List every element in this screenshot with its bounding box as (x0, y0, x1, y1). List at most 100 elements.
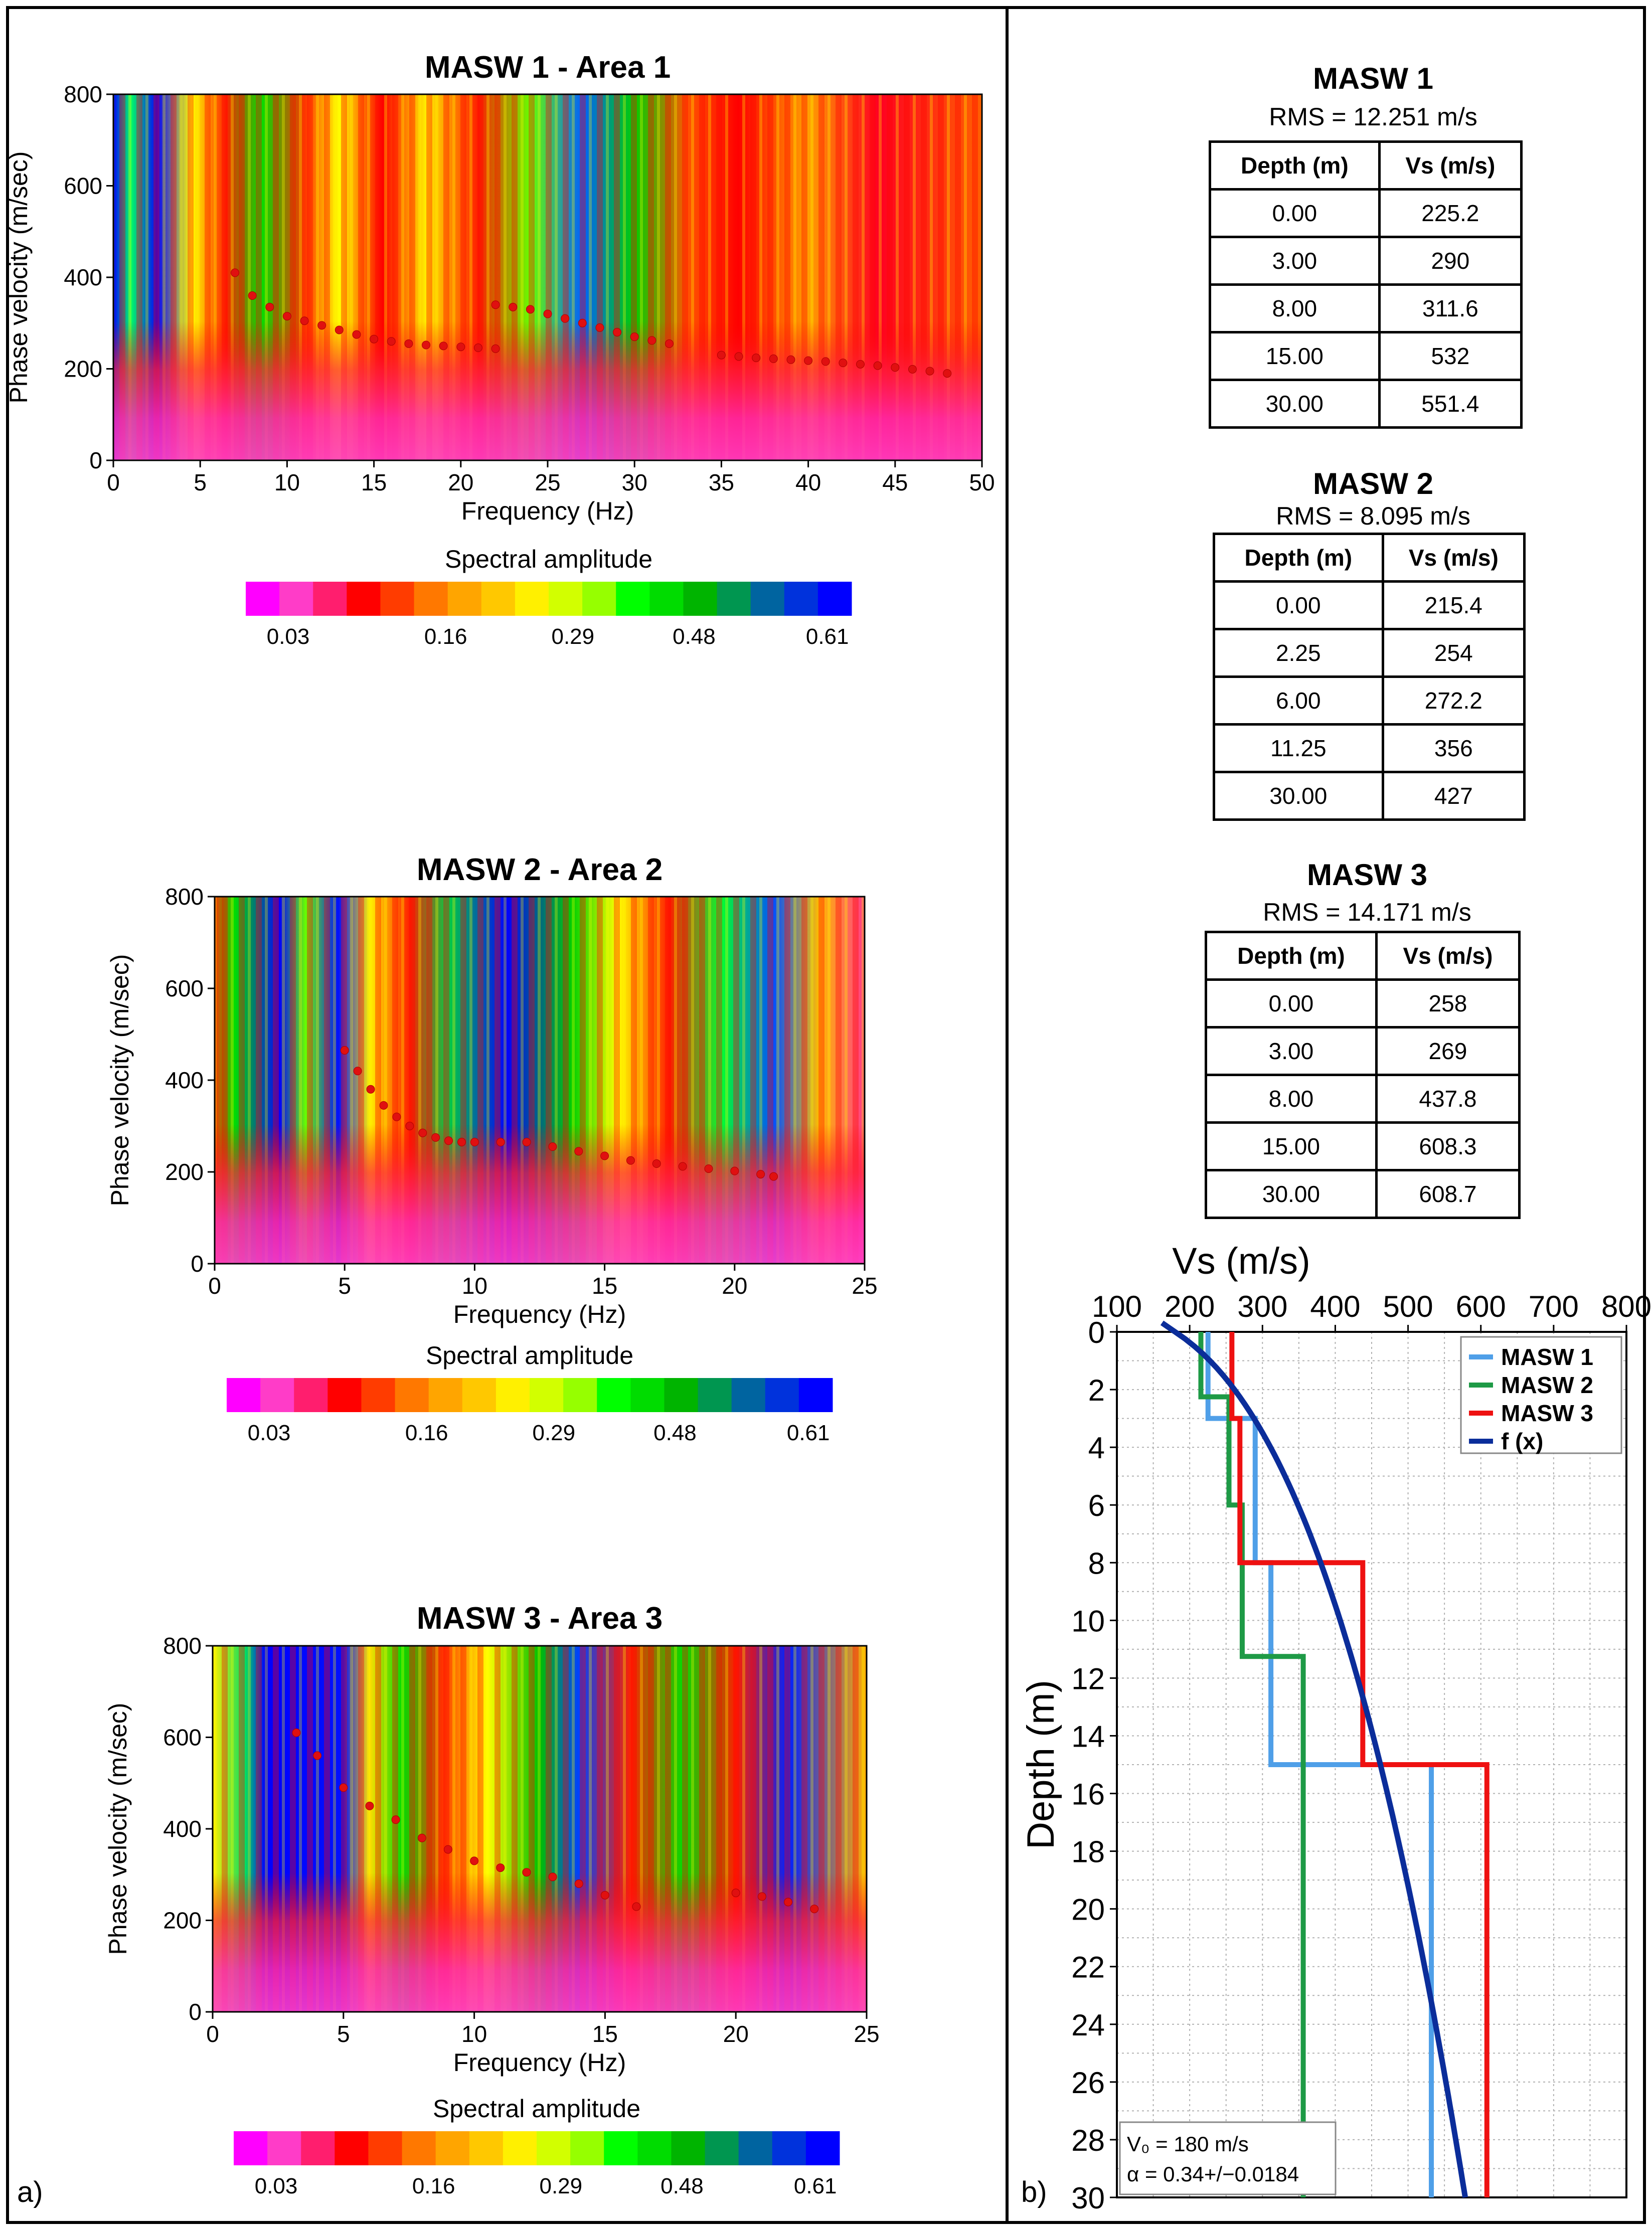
table-1-title: MASW 1 (1313, 62, 1433, 95)
picked-point (548, 1142, 557, 1151)
x-tick-label: 100 (1092, 1290, 1142, 1323)
colorbar-swatch (279, 582, 313, 616)
table-cell: 15.00 (1205, 1121, 1378, 1171)
colorbar-title: Spectral amplitude (426, 1341, 633, 1369)
picked-point (444, 1136, 453, 1145)
x-tick-label: 35 (709, 469, 734, 495)
y-tick-label: 8 (1088, 1547, 1105, 1580)
low-velocity-band (113, 321, 982, 460)
picked-point (652, 1159, 661, 1168)
picked-point (891, 363, 900, 372)
colorbar-swatch (368, 2131, 403, 2165)
colorbar-tick-label: 0.03 (267, 624, 310, 649)
x-tick-label: 500 (1383, 1290, 1433, 1323)
picked-point (379, 1101, 388, 1110)
picked-point (405, 1122, 414, 1130)
table-2-title: MASW 2 (1313, 467, 1433, 500)
figure-frame (6, 6, 1646, 2224)
picked-point (366, 1085, 375, 1094)
table-cell: 6.00 (1213, 675, 1384, 726)
picked-point (392, 1112, 401, 1121)
colorbar-swatch (481, 582, 516, 616)
picked-point (804, 356, 813, 365)
picked-point (457, 1138, 466, 1147)
colorbar-swatch (784, 582, 818, 616)
x-tick-label: 0 (107, 469, 120, 495)
picked-point (734, 352, 743, 361)
picked-point (339, 1783, 348, 1792)
x-tick-label: 25 (854, 2021, 879, 2047)
table-row: 0.00 258 (1205, 978, 1521, 1028)
table-3: Depth (m) Vs (m/s) 0.00 258 3.00 269 8.00 437.8… (1205, 931, 1521, 1219)
picked-point (335, 325, 344, 334)
colorbar-swatch (549, 582, 583, 616)
picked-point (600, 1891, 609, 1900)
x-tick-label: 5 (338, 1273, 351, 1299)
table-2: Depth (m) Vs (m/s) 0.00 215.4 2.25 254 6.00 272… (1213, 533, 1526, 821)
picked-point (496, 1138, 505, 1147)
table-1-rms: RMS = 12.251 m/s (1269, 103, 1477, 131)
colorbar-swatch (313, 582, 347, 616)
colorbar-swatch (347, 582, 381, 616)
table-row: 30.00 551.4 (1209, 379, 1523, 429)
table-row: 11.25 356 (1213, 723, 1526, 773)
picked-point (417, 1833, 426, 1842)
table-cell: 8.00 (1205, 1074, 1378, 1124)
x-tick-label: 20 (722, 1273, 747, 1299)
x-tick-label: 45 (882, 469, 908, 495)
picked-point (856, 360, 865, 369)
colorbar-swatch (515, 582, 549, 616)
picked-point (873, 361, 882, 370)
colorbar-swatch (428, 1378, 463, 1412)
colorbar-swatch (435, 2131, 470, 2165)
picked-point (731, 1889, 740, 1898)
x-tick-label: 10 (462, 1273, 487, 1299)
table-cell: 15.00 (1209, 331, 1381, 381)
colorbar-swatch (765, 1378, 799, 1412)
colorbar-swatch (537, 2131, 571, 2165)
picked-point (943, 369, 952, 378)
y-tick-label: 400 (64, 264, 102, 290)
picked-point (678, 1162, 687, 1171)
x-tick-label: 20 (723, 2021, 749, 2047)
table-row: 3.00 269 (1205, 1026, 1521, 1076)
x-tick-label: 20 (448, 469, 473, 495)
table-cell: 30.00 (1205, 1169, 1378, 1219)
picked-point (595, 323, 604, 332)
colorbar-swatch (260, 1378, 294, 1412)
y-tick-label: 800 (64, 81, 102, 107)
y-tick-label: 10 (1071, 1604, 1105, 1638)
colorbar-tick-label: 0.29 (532, 1421, 575, 1445)
table-row: 0.00 215.4 (1213, 580, 1526, 630)
y-tick-label: 12 (1071, 1662, 1105, 1695)
picked-point (352, 330, 361, 339)
picked-point (300, 316, 309, 325)
picked-point (282, 312, 291, 321)
picked-point (626, 1156, 635, 1165)
table-row: 30.00 427 (1213, 771, 1526, 821)
colorbar-swatch (649, 582, 684, 616)
y-tick-label: 600 (163, 1725, 202, 1751)
colorbar-tick-label: 0.16 (424, 624, 467, 649)
table-row: 30.00 608.7 (1205, 1169, 1521, 1219)
table-row: 8.00 437.8 (1205, 1074, 1521, 1124)
series-fx-curve (1160, 1320, 1468, 2198)
picked-point (752, 354, 761, 363)
picked-point (925, 367, 934, 376)
colorbar-swatch (597, 1378, 631, 1412)
picked-point (647, 336, 656, 345)
picked-point (340, 1046, 349, 1055)
picked-point (769, 1172, 778, 1181)
table-cell: 0.00 (1213, 580, 1384, 630)
table-cell: 3.00 (1209, 236, 1381, 286)
low-velocity-band (215, 1124, 865, 1264)
x-tick-label: 5 (337, 2021, 350, 2047)
table-cell: 290 (1378, 236, 1523, 286)
colorbar-swatch (705, 2131, 739, 2165)
panel-label-b: b) (1021, 2176, 1047, 2208)
colorbar-swatch (698, 1378, 732, 1412)
colorbar-swatch (503, 2131, 537, 2165)
table-cell: 532 (1378, 331, 1523, 381)
x-tick-label: 200 (1165, 1290, 1215, 1323)
colorbar-swatch (380, 582, 415, 616)
